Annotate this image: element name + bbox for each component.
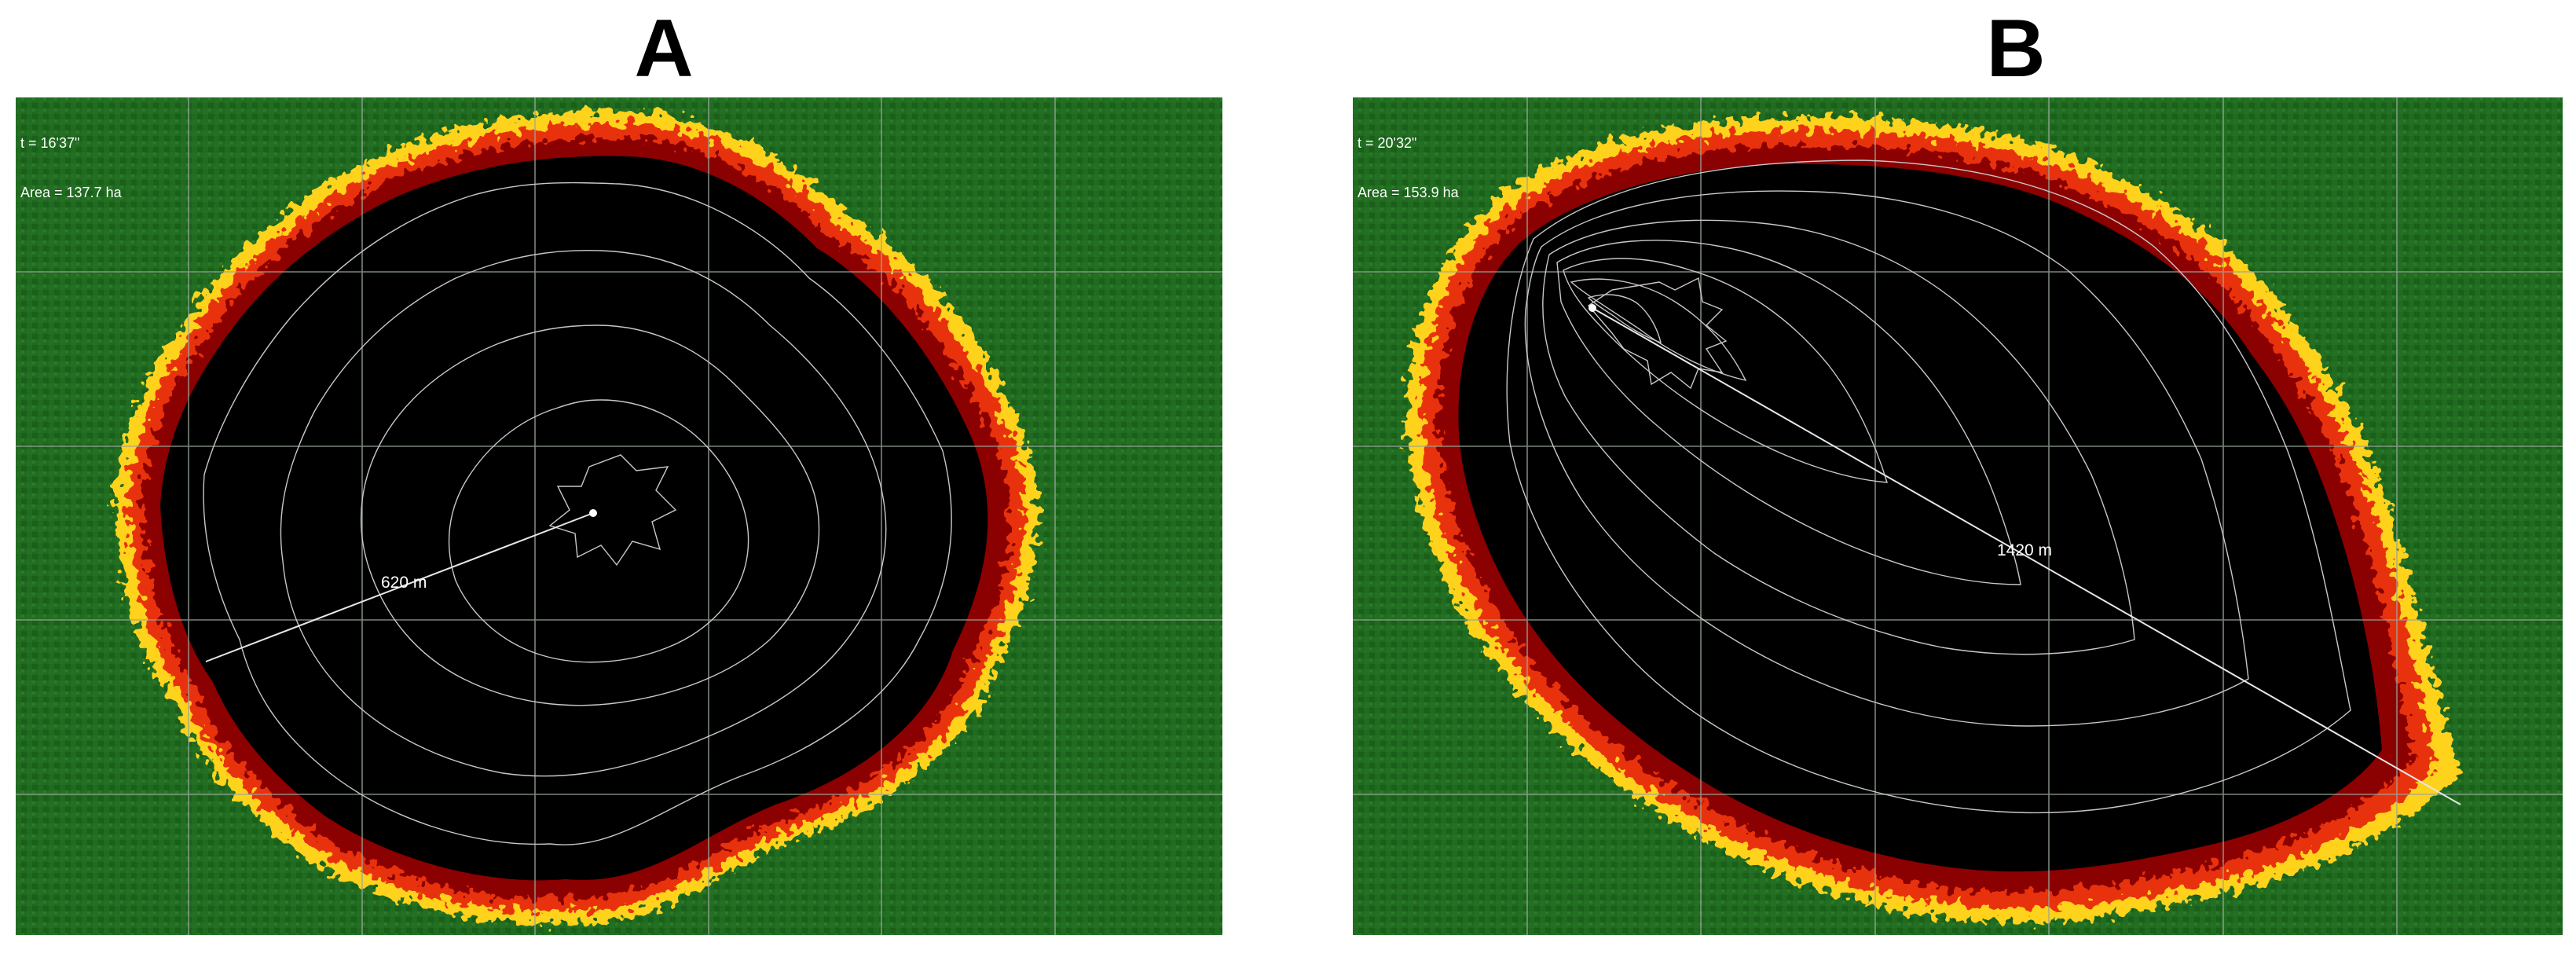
area-readout: Area = 153.9 ha: [1358, 185, 1459, 200]
isochrones: [203, 182, 952, 845]
map-grid: [1353, 97, 2563, 935]
panel-b-map-canvas: 1420 m: [1353, 97, 2563, 935]
panel-a-fire-map: 620 m t = 16'37" Area = 137.7 ha: [16, 97, 1222, 935]
distance-line: [205, 512, 594, 662]
ignition-point: [1588, 304, 1596, 312]
isochrones: [1506, 160, 2351, 814]
time-readout: t = 20'32": [1358, 135, 1417, 151]
map-grid: [16, 97, 1222, 935]
distance-line: [1592, 307, 2461, 805]
panel-a-map-canvas: 620 m: [16, 97, 1222, 935]
time-readout: t = 16'37": [20, 135, 80, 151]
panel-b-fire-map: 1420 m t = 20'32" Area = 153.9 ha: [1353, 97, 2563, 935]
ignition-point: [589, 509, 597, 517]
panel-a-readout: t = 16'37" Area = 137.7 ha: [20, 102, 122, 234]
distance-label: 1420 m: [1997, 541, 2052, 559]
panel-b-readout: t = 20'32" Area = 153.9 ha: [1358, 102, 1459, 234]
panel-a-letter: A: [634, 3, 694, 94]
burnt-area: [1458, 163, 2382, 872]
panel-b-letter: B: [1986, 3, 2046, 94]
distance-label: 620 m: [381, 574, 427, 592]
area-readout: Area = 137.7 ha: [20, 185, 122, 200]
